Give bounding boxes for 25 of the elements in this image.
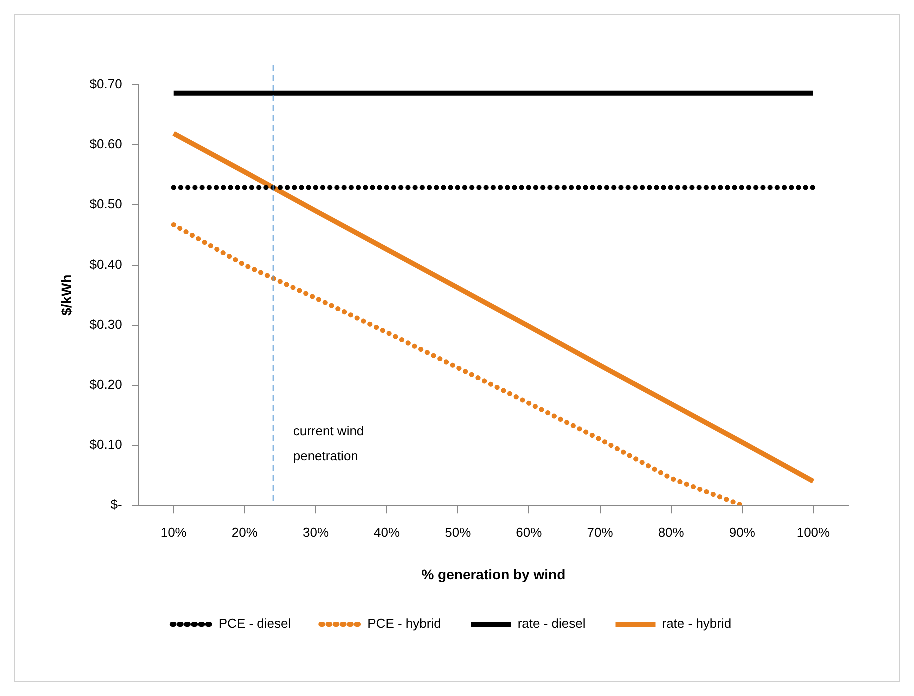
x-tick-label: 60% xyxy=(516,524,543,540)
x-tick-label: 100% xyxy=(796,524,831,540)
legend-label: PCE - diesel xyxy=(218,616,292,632)
x-tick-label: 20% xyxy=(232,524,258,540)
y-tick-label: $0.70 xyxy=(90,76,122,92)
y-tick-label: $0.20 xyxy=(90,377,122,392)
x-tick-label: 90% xyxy=(729,524,756,540)
legend-label: rate - hybrid xyxy=(662,616,732,632)
x-tick-label: 80% xyxy=(658,524,685,540)
y-tick-label: $- xyxy=(110,497,122,512)
x-axis-title: % generation by wind xyxy=(422,566,566,582)
y-tick-label: $0.50 xyxy=(90,196,122,212)
legend-label: PCE - hybrid xyxy=(368,616,442,632)
y-axis-title: $/kWh xyxy=(58,274,74,316)
x-tick-label: 50% xyxy=(445,524,472,540)
legend-label: rate - diesel xyxy=(518,616,586,632)
x-tick-label: 10% xyxy=(160,524,188,540)
y-tick-label: $0.30 xyxy=(90,316,122,332)
x-tick-label: 70% xyxy=(587,524,614,540)
y-tick-label: $0.10 xyxy=(90,437,122,452)
ref-line-label: current wind penetration xyxy=(293,424,364,464)
x-tick-label: 40% xyxy=(374,524,401,540)
y-tick-label: $0.40 xyxy=(90,256,122,272)
x-tick-label: 30% xyxy=(302,524,330,540)
y-tick-label: $0.60 xyxy=(90,136,122,152)
